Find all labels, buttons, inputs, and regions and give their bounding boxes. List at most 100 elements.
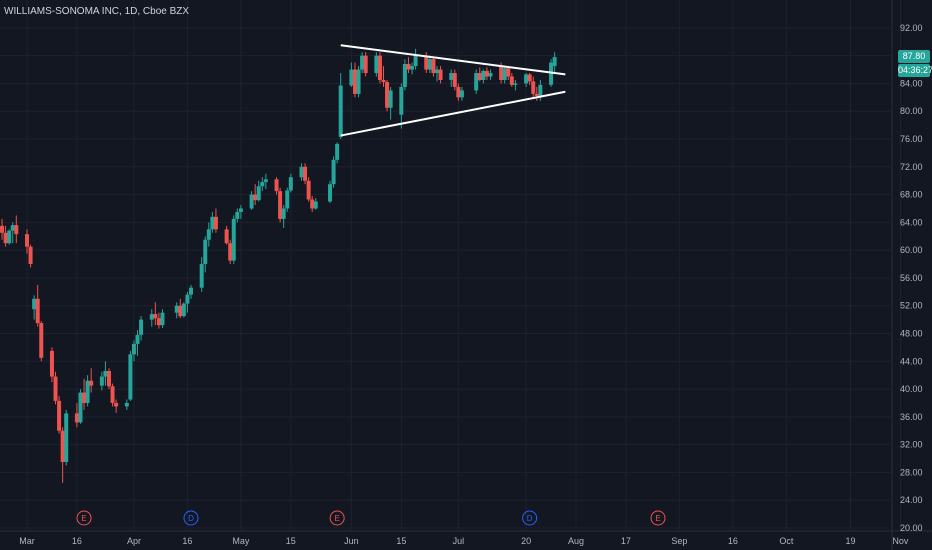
candle (402, 59, 407, 91)
candle (431, 57, 436, 77)
candle (213, 208, 218, 233)
candle-body (352, 69, 357, 94)
candle-body (25, 234, 29, 247)
candle-body (335, 143, 340, 160)
candle-body (235, 211, 240, 219)
time-axis[interactable]: Mar 16 Apr 16 May 15 Jun 15 Jul 20 Aug 17 Sep 16 Oct 19… (19, 536, 909, 546)
y-tick-label: 24.00 (900, 495, 923, 505)
candle (99, 371, 104, 391)
candle (235, 208, 240, 223)
candle (552, 52, 557, 74)
candle (14, 215, 19, 244)
candle (488, 69, 493, 80)
candle (10, 222, 15, 244)
candle (410, 62, 415, 75)
candle-body (188, 287, 193, 295)
candle (74, 402, 79, 428)
candle-body (299, 166, 304, 178)
candle (135, 330, 140, 356)
candle-body (349, 69, 354, 86)
candle (449, 69, 454, 87)
candle (82, 378, 87, 410)
candle-body (0, 225, 5, 233)
candle (64, 409, 69, 466)
earnings-marker-letter: E (334, 514, 339, 523)
earnings-marker-ring (650, 510, 666, 526)
candle (306, 177, 311, 202)
candle-body (402, 64, 407, 87)
candle (456, 83, 461, 101)
candle (249, 191, 254, 210)
candle-body (502, 68, 507, 80)
y-tick-label: 84.00 (900, 78, 923, 88)
candle-body (49, 350, 54, 377)
candle-body (513, 83, 518, 85)
candle (153, 302, 158, 326)
candle-body (278, 191, 283, 219)
candles (0, 48, 557, 483)
candle-body (385, 82, 390, 108)
candle (32, 295, 37, 320)
candle-body (14, 225, 19, 235)
candle (231, 215, 236, 265)
candle-body (85, 380, 90, 403)
candle (527, 73, 532, 85)
candle (60, 427, 65, 483)
candle-body (78, 392, 83, 423)
candle (128, 350, 133, 401)
dividend-marker: D (183, 510, 199, 526)
candle-body (149, 314, 154, 320)
candle (39, 321, 44, 362)
price-axis[interactable]: 92.0088.0084.0080.0076.0072.0068.0064.00… (900, 23, 923, 533)
candle (328, 180, 333, 203)
candle-body (438, 69, 443, 80)
candle (427, 55, 432, 74)
x-tick-label: Jul (453, 536, 465, 546)
candle (7, 229, 12, 245)
candle-body (452, 73, 457, 87)
y-tick-label: 92.00 (900, 23, 923, 33)
candle-body (110, 386, 115, 403)
candle-body (374, 55, 379, 74)
candle-body (199, 264, 204, 288)
candle (388, 86, 393, 120)
x-tick-label: Aug (568, 536, 584, 546)
candle (281, 205, 286, 228)
candle (502, 66, 507, 84)
candle (513, 79, 518, 91)
candle-body (185, 294, 190, 304)
candle-body (552, 57, 557, 67)
candle (156, 312, 161, 329)
candle-body (39, 323, 44, 358)
candle (413, 48, 418, 70)
earnings-marker-ring (76, 510, 92, 526)
y-tick-label: 52.00 (900, 301, 923, 311)
y-tick-label: 28.00 (900, 467, 923, 477)
candle (274, 177, 279, 195)
candle-body (32, 298, 37, 310)
candle-body (74, 413, 79, 423)
y-tick-label: 48.00 (900, 329, 923, 339)
candle (481, 69, 486, 84)
candle (506, 66, 511, 80)
x-tick-label: Jun (344, 536, 359, 546)
candle (363, 52, 368, 77)
trendlines (340, 44, 566, 137)
y-tick-label: 36.00 (900, 412, 923, 422)
candle-body (249, 194, 254, 209)
candle (381, 66, 386, 87)
y-tick-label: 40.00 (900, 384, 923, 394)
candle (0, 218, 5, 240)
candle (263, 173, 268, 190)
candle (25, 229, 29, 254)
candle (385, 79, 390, 112)
candle (524, 73, 529, 87)
candle (3, 225, 8, 247)
candle-body (410, 66, 415, 70)
candle-body (178, 305, 183, 317)
candle (299, 163, 304, 181)
candle (278, 187, 283, 223)
candle-body (7, 230, 12, 244)
